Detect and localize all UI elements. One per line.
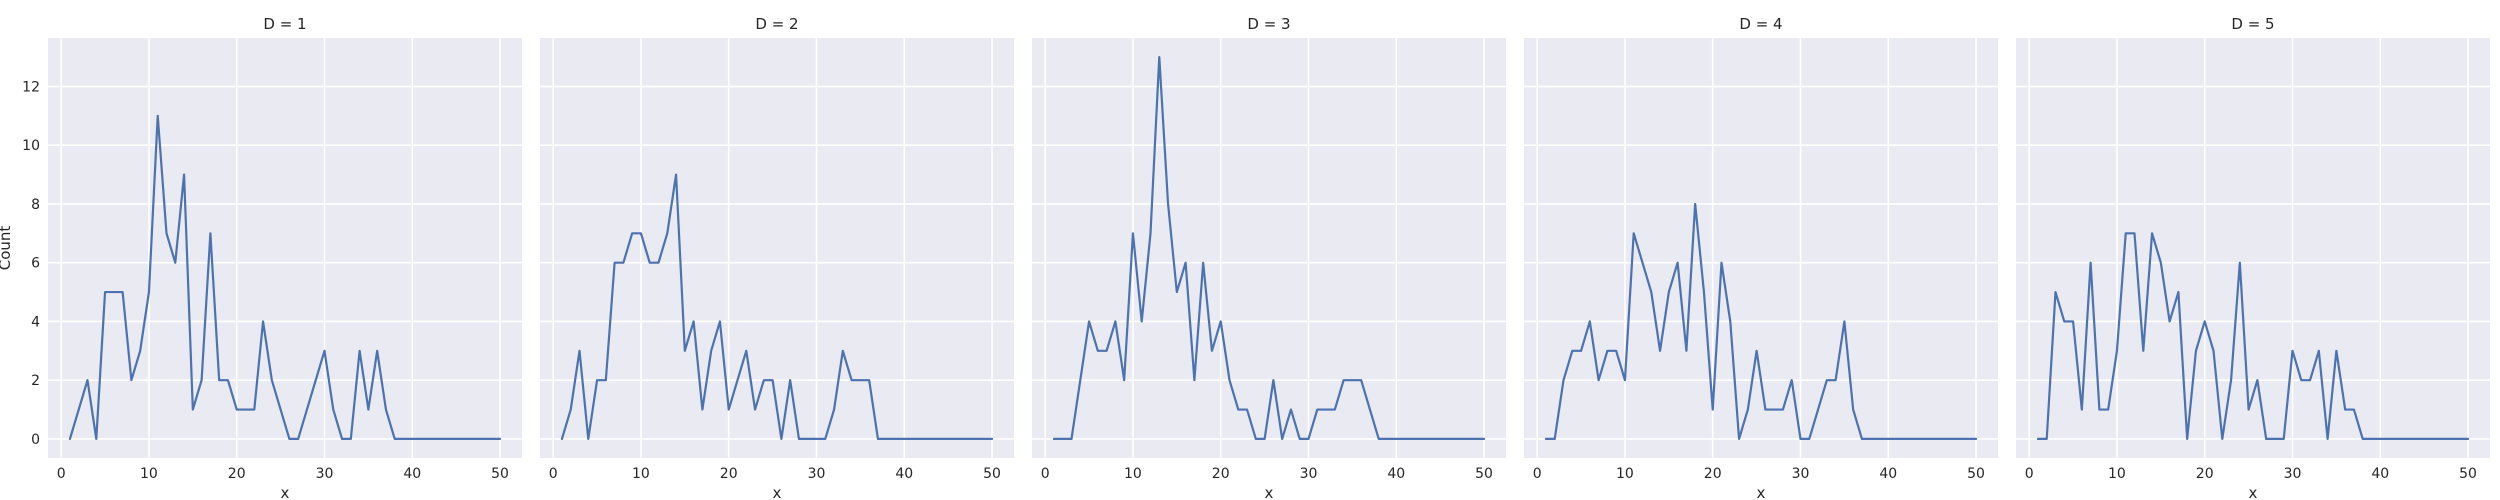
series-line [1544, 202, 1978, 441]
x-tick-label: 10 [140, 466, 158, 482]
plot-background [540, 38, 1014, 458]
series-line [2036, 232, 2470, 441]
y-tick-label: 0 [31, 432, 40, 448]
series-line [68, 114, 502, 441]
panel-title: D = 2 [755, 15, 798, 33]
x-tick-label: 20 [2196, 466, 2214, 482]
y-tick-label: 10 [22, 138, 40, 154]
chart-panel-5: 0 10 20 30 40 50 D = 5 x [2016, 15, 2490, 500]
x-tick-label: 30 [2284, 466, 2302, 482]
x-tick-label: 40 [895, 466, 913, 482]
x-tick-label: 30 [1792, 466, 1810, 482]
series-line [560, 173, 994, 441]
x-tick-label: 50 [2459, 466, 2477, 482]
x-tick-label: 30 [1300, 466, 1318, 482]
x-axis-label: x [1265, 484, 1274, 500]
x-tick-label: 10 [1124, 466, 1142, 482]
plot-background [1032, 38, 1506, 458]
series-line [1052, 55, 1486, 441]
x-tick-label: 20 [1212, 466, 1230, 482]
x-axis-label: x [773, 484, 782, 500]
y-tick-label: 8 [31, 197, 40, 213]
panel-title: D = 3 [1247, 15, 1290, 33]
x-axis-label: x [1757, 484, 1766, 500]
y-tick-label: 6 [31, 256, 40, 272]
x-tick-label: 0 [1533, 466, 1542, 482]
x-axis-label: x [281, 484, 290, 500]
x-tick-label: 50 [491, 466, 509, 482]
y-axis-label: Count [0, 226, 14, 271]
x-tick-label: 0 [549, 466, 558, 482]
plot-background [48, 38, 522, 458]
panel-title: D = 4 [1739, 15, 1782, 33]
y-tick-label: 4 [31, 314, 40, 330]
x-tick-label: 20 [1704, 466, 1722, 482]
x-tick-label: 0 [2025, 466, 2034, 482]
x-tick-label: 40 [403, 466, 421, 482]
plot-background [2016, 38, 2490, 458]
x-tick-label: 50 [983, 466, 1001, 482]
plot-background [1524, 38, 1998, 458]
x-tick-label: 40 [1387, 466, 1405, 482]
x-tick-label: 0 [57, 466, 66, 482]
chart-panel-2: 0 10 20 30 40 50 D = 2 x [540, 15, 1014, 500]
x-tick-label: 10 [2108, 466, 2126, 482]
panel-title: D = 1 [263, 15, 306, 33]
x-tick-label: 20 [720, 466, 738, 482]
x-tick-label: 30 [316, 466, 334, 482]
x-tick-label: 30 [808, 466, 826, 482]
x-tick-label: 0 [1041, 466, 1050, 482]
panel-title: D = 5 [2231, 15, 2274, 33]
chart-panel-3: 0 10 20 30 40 50 D = 3 x [1032, 15, 1506, 500]
x-tick-label: 10 [1616, 466, 1634, 482]
x-tick-label: 20 [228, 466, 246, 482]
x-axis-label: x [2249, 484, 2258, 500]
y-tick-label: 12 [22, 79, 40, 95]
x-tick-label: 40 [1879, 466, 1897, 482]
chart-panel-1: 0 10 20 30 40 50 0 2 4 6 8 10 12 D = 1 x Count [0, 15, 522, 500]
chart-panel-4: 0 10 20 30 40 50 D = 4 x [1524, 15, 1998, 500]
x-tick-label: 10 [632, 466, 650, 482]
x-tick-label: 40 [2371, 466, 2389, 482]
x-tick-label: 50 [1475, 466, 1493, 482]
x-tick-label: 50 [1967, 466, 1985, 482]
y-tick-label: 2 [31, 373, 40, 389]
